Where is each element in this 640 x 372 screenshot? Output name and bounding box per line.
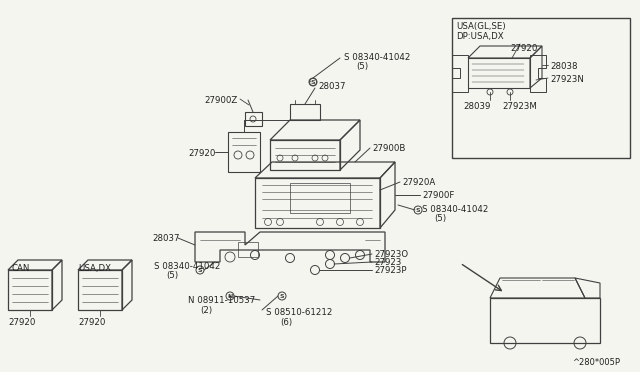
Text: DP:USA,DX: DP:USA,DX xyxy=(456,32,504,41)
Text: S 08510-61212: S 08510-61212 xyxy=(266,308,332,317)
Text: USA,DX: USA,DX xyxy=(78,264,111,273)
Text: 27920: 27920 xyxy=(510,44,538,53)
Text: N 08911-10537: N 08911-10537 xyxy=(188,296,255,305)
Text: 28037: 28037 xyxy=(318,82,346,91)
Text: 27900F: 27900F xyxy=(422,191,454,200)
Text: (2): (2) xyxy=(200,306,212,315)
Text: 27920A: 27920A xyxy=(402,178,435,187)
Bar xyxy=(452,18,630,158)
Text: 27923P: 27923P xyxy=(374,266,406,275)
Text: (6): (6) xyxy=(280,318,292,327)
Text: CAN: CAN xyxy=(12,264,30,273)
Text: S 08340-41042: S 08340-41042 xyxy=(154,262,220,271)
Text: ^280*005P: ^280*005P xyxy=(572,358,620,367)
Text: 27920: 27920 xyxy=(188,149,216,158)
Text: S: S xyxy=(416,208,420,212)
Text: 27923O: 27923O xyxy=(374,250,408,259)
Text: 27923M: 27923M xyxy=(502,102,537,111)
Text: 27920: 27920 xyxy=(78,318,106,327)
Text: 27900B: 27900B xyxy=(372,144,405,153)
Text: S: S xyxy=(198,267,202,273)
Text: S: S xyxy=(310,80,316,84)
Bar xyxy=(290,183,350,213)
Text: 28038: 28038 xyxy=(550,62,577,71)
Text: S 08340-41042: S 08340-41042 xyxy=(344,53,410,62)
Text: 27900Z: 27900Z xyxy=(204,96,237,105)
Text: 27923: 27923 xyxy=(374,258,401,267)
Text: S 08340-41042: S 08340-41042 xyxy=(422,205,488,214)
Text: (5): (5) xyxy=(166,271,178,280)
Text: 28039: 28039 xyxy=(463,102,490,111)
Text: 27920: 27920 xyxy=(8,318,36,327)
Text: (5): (5) xyxy=(434,214,446,223)
Text: 28037: 28037 xyxy=(152,234,179,243)
Text: S: S xyxy=(280,294,284,298)
Text: N: N xyxy=(227,294,233,298)
Bar xyxy=(290,104,320,120)
Text: (5): (5) xyxy=(356,62,368,71)
Bar xyxy=(238,242,258,257)
Text: 27923N: 27923N xyxy=(550,75,584,84)
Text: USA(GL,SE): USA(GL,SE) xyxy=(456,22,506,31)
